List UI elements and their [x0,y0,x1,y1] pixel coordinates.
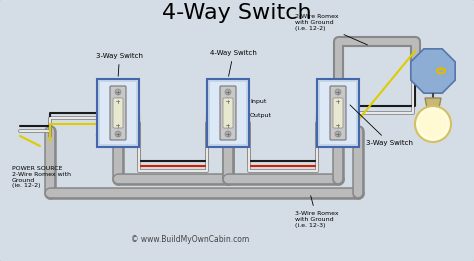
FancyBboxPatch shape [220,86,236,140]
Circle shape [335,89,341,95]
Circle shape [335,98,341,104]
Text: Input: Input [250,98,266,104]
Circle shape [115,89,121,95]
Text: POWER SOURCE
2-Wire Romex with
Ground
(ie. 12-2): POWER SOURCE 2-Wire Romex with Ground (i… [12,166,71,188]
Polygon shape [411,49,455,93]
Circle shape [225,122,231,128]
Circle shape [225,98,231,104]
Text: 4-Way Switch: 4-Way Switch [210,50,257,76]
Circle shape [415,106,451,142]
Circle shape [225,131,231,137]
FancyBboxPatch shape [110,86,126,140]
Circle shape [115,98,121,104]
Text: © www.BuildMyOwnCabin.com: © www.BuildMyOwnCabin.com [131,234,249,244]
FancyBboxPatch shape [330,86,346,140]
FancyBboxPatch shape [223,98,233,128]
FancyBboxPatch shape [320,82,356,144]
Circle shape [335,131,341,137]
Circle shape [115,131,121,137]
Circle shape [419,110,447,138]
FancyBboxPatch shape [317,79,359,147]
Circle shape [115,122,121,128]
FancyBboxPatch shape [333,98,343,128]
FancyBboxPatch shape [97,79,139,147]
Text: 3-Wire Romex
with Ground
(i.e. 12-3): 3-Wire Romex with Ground (i.e. 12-3) [295,196,338,228]
Text: 3-Way Switch: 3-Way Switch [96,53,143,76]
Circle shape [225,89,231,95]
Text: Output: Output [250,112,272,117]
Circle shape [335,122,341,128]
Polygon shape [425,98,441,108]
FancyBboxPatch shape [210,82,246,144]
Text: 3-Way Switch: 3-Way Switch [350,105,413,146]
Text: 2-Wire Romex
with Ground
(i.e. 12-2): 2-Wire Romex with Ground (i.e. 12-2) [295,14,367,45]
Text: 4-Way Switch: 4-Way Switch [162,3,312,23]
FancyBboxPatch shape [113,98,123,128]
FancyBboxPatch shape [207,79,249,147]
FancyBboxPatch shape [100,82,136,144]
